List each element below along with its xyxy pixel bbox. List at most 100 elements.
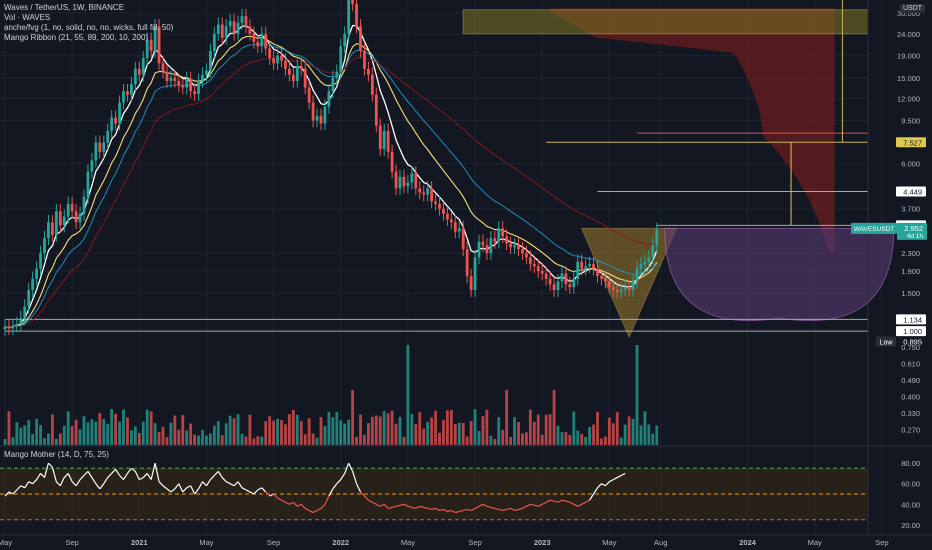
volume-bar [619, 437, 623, 445]
volume-bar [31, 434, 35, 445]
price-tick-label: 1.900 [901, 267, 920, 276]
oscillator-segment [139, 477, 144, 481]
candle-body [264, 33, 268, 49]
volume-bar [82, 416, 86, 445]
candle-body [102, 142, 106, 152]
volume-bar [374, 415, 378, 445]
price-tick-label: 15.000 [897, 74, 920, 83]
candle-body [497, 228, 501, 242]
oscillator-segment [403, 503, 409, 507]
volume-bar [430, 417, 433, 445]
candle-body [410, 173, 414, 183]
currency-button[interactable]: USDT [900, 4, 926, 13]
volume-bar [74, 419, 78, 445]
symbol-legend[interactable]: Waves / TetherUS, 1W, BINANCE [4, 3, 125, 12]
volume-bar [351, 390, 354, 445]
candle-body [47, 222, 50, 239]
volume-bar [536, 414, 540, 445]
candle-body [122, 91, 125, 103]
candle-body [315, 115, 319, 121]
volume-bar [126, 417, 129, 445]
oscillator-segment [24, 481, 30, 489]
ribbon-fast-line [4, 24, 658, 328]
oscillator-segment [502, 508, 507, 512]
volume-bar [493, 438, 497, 445]
candle-body [205, 70, 208, 75]
oscillator-segment [399, 503, 405, 506]
volume-bar [177, 429, 181, 445]
candle-body [619, 289, 623, 292]
candle-body [438, 203, 441, 209]
resistance-cloud [550, 8, 835, 254]
time-tick-label: Aug [654, 538, 667, 547]
price-highlight-label: 1.000 [903, 327, 922, 336]
oscillator-segment [59, 477, 65, 487]
oscillator-segment [119, 475, 124, 481]
candle-body [355, 4, 358, 27]
volume-bar [260, 436, 264, 445]
oscillator-segment [229, 483, 235, 487]
oscillator-segment [237, 481, 243, 489]
candle-body [604, 278, 607, 282]
oscillator-segment [376, 503, 381, 507]
volume-legend[interactable]: Vol · WAVES [4, 13, 51, 22]
candle-body [284, 60, 287, 69]
oscillator-segment [107, 473, 113, 478]
oscillator-segment [150, 463, 156, 480]
oscillator-segment [510, 507, 515, 511]
oscillator-segment [344, 462, 350, 474]
symbol-tag-bg [851, 222, 897, 234]
volume-bar [35, 418, 38, 445]
candle-body [414, 173, 418, 189]
candle-body [635, 268, 639, 282]
oscillator-segment [604, 481, 610, 487]
anche-fvg-legend[interactable]: anche/fvg (1, no, solid, no, no, wicks, … [4, 23, 174, 32]
candle-body [288, 68, 291, 75]
mango-ribbon-legend[interactable]: Mango Ribbon (21, 55, 89, 200, 10, 200) [4, 33, 149, 42]
volume-bar [339, 420, 343, 445]
volume-bar [331, 417, 335, 445]
candle-body [607, 281, 611, 288]
candle-body [493, 238, 497, 242]
candle-body [90, 160, 94, 172]
candle-body [114, 117, 117, 124]
volume-bar [149, 411, 153, 445]
oscillator-segment [273, 493, 278, 499]
candle-body [15, 323, 19, 326]
volume-bar [114, 413, 117, 445]
oscillator-tick-label: 20.00 [901, 521, 920, 530]
candle-body [374, 94, 378, 126]
candle-body [276, 55, 279, 64]
volume-bar [548, 414, 552, 445]
volume-bar [453, 423, 457, 445]
oscillator-segment [257, 487, 263, 491]
candle-body [27, 290, 31, 307]
volume-bar [442, 419, 445, 445]
oscillator-segment [407, 505, 413, 508]
oscillator-segment [111, 468, 117, 474]
oscillator-segment [265, 491, 271, 497]
volume-bar [639, 425, 643, 445]
volume-bar [319, 416, 323, 445]
oscillator-segment [530, 503, 535, 506]
candle-body [446, 213, 449, 220]
volume-bar [584, 436, 588, 445]
oscillator-segment [553, 500, 559, 503]
volume-bar [517, 421, 520, 445]
volume-bar [525, 432, 528, 445]
volume-bar [157, 432, 161, 445]
volume-bar [201, 429, 204, 445]
candle-body [39, 253, 42, 269]
mango-mother-legend[interactable]: Mango Mother (14, D, 75, 25) [4, 450, 109, 459]
candle-body [327, 91, 331, 107]
oscillator-segment [4, 491, 10, 497]
volume-bar [580, 434, 584, 445]
oscillator-segment [170, 488, 176, 493]
oscillator-segment [48, 462, 53, 468]
oscillator-segment [190, 485, 196, 495]
candle-body [212, 33, 216, 51]
volume-bar [122, 409, 125, 445]
oscillator-segment [415, 505, 421, 509]
candle-body [331, 77, 335, 92]
